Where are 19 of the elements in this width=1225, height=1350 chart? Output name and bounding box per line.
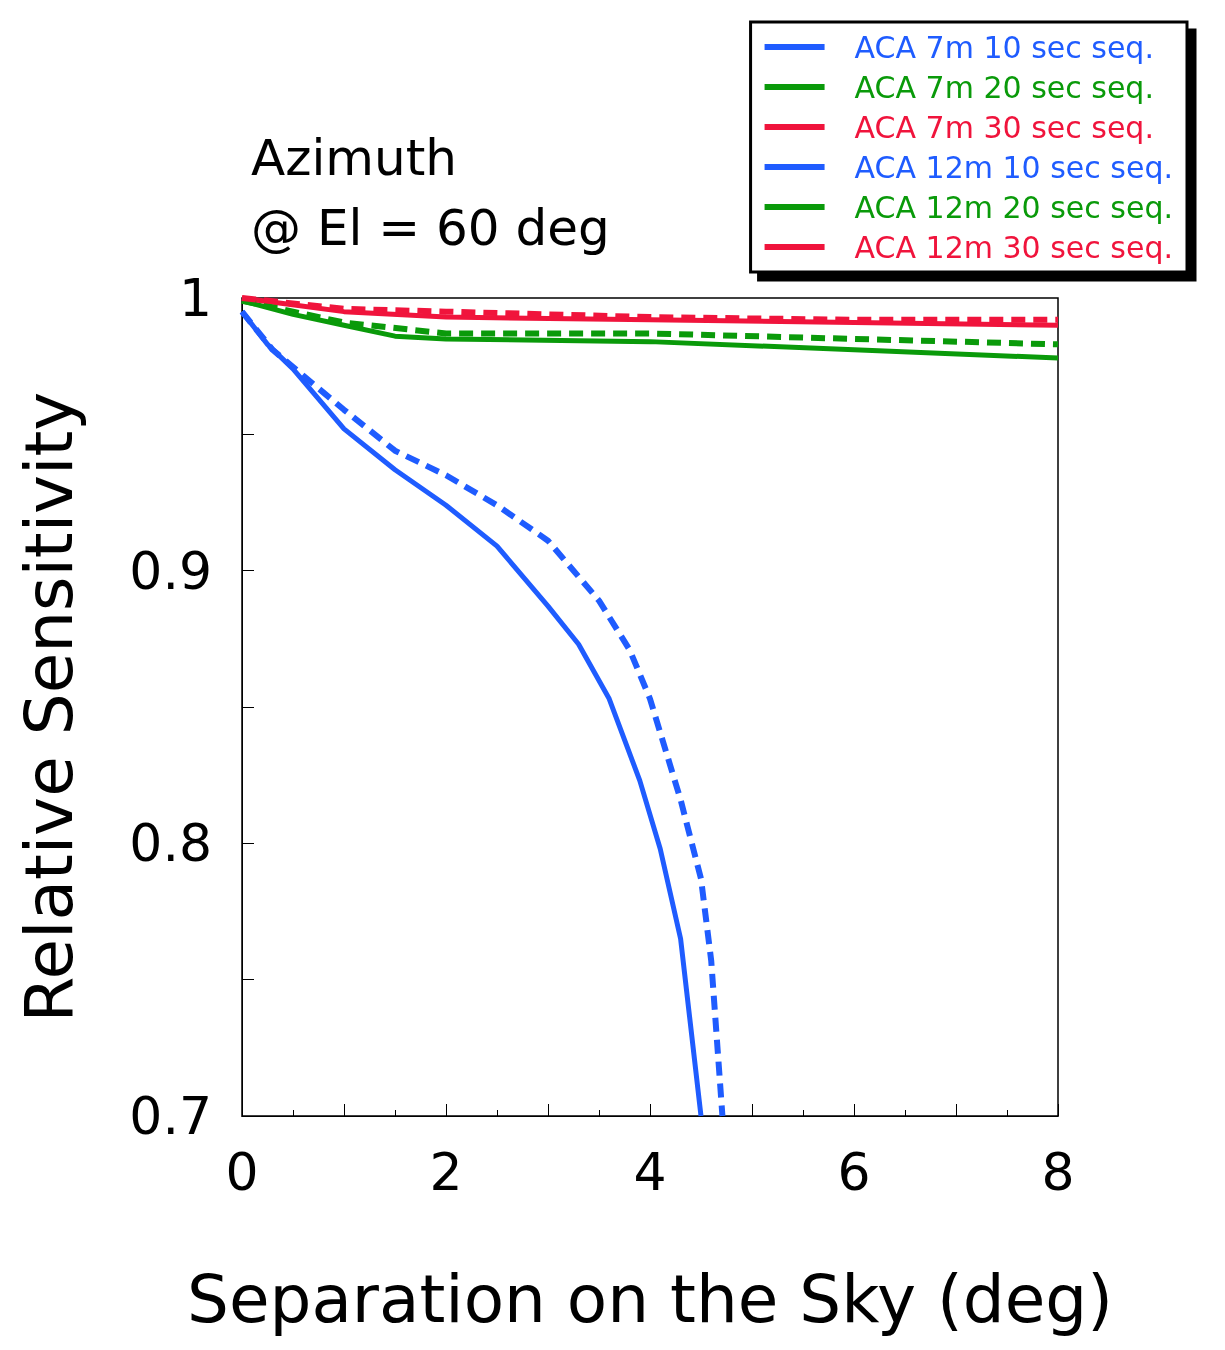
legend-label: ACA 12m 20 sec seq. [854,189,1174,225]
y-axis-title: Relative Sensitivity [10,391,88,1023]
y-tick-label: 0.9 [129,540,212,601]
x-axis-title: Separation on the Sky (deg) [187,1260,1113,1338]
chart-title: Azimuth [251,129,458,187]
legend-label: ACA 12m 10 sec seq. [854,149,1174,185]
y-tick-label: 1 [178,268,212,328]
x-tick-label: 6 [837,1142,871,1202]
x-tick-label: 8 [1041,1142,1075,1202]
legend-label: ACA 12m 30 sec seq. [854,229,1174,265]
legend-label: ACA 7m 10 sec seq. [854,29,1154,65]
x-tick-label: 4 [633,1142,667,1202]
legend-label: ACA 7m 20 sec seq. [854,69,1154,105]
legend-label: ACA 7m 30 sec seq. [854,109,1154,145]
chart-subtitle: @ El = 60 deg [251,199,610,257]
x-tick-label: 0 [225,1142,259,1202]
y-tick-label: 0.7 [129,1086,212,1146]
y-tick-label: 0.8 [129,813,212,874]
x-tick-label: 2 [429,1142,463,1202]
